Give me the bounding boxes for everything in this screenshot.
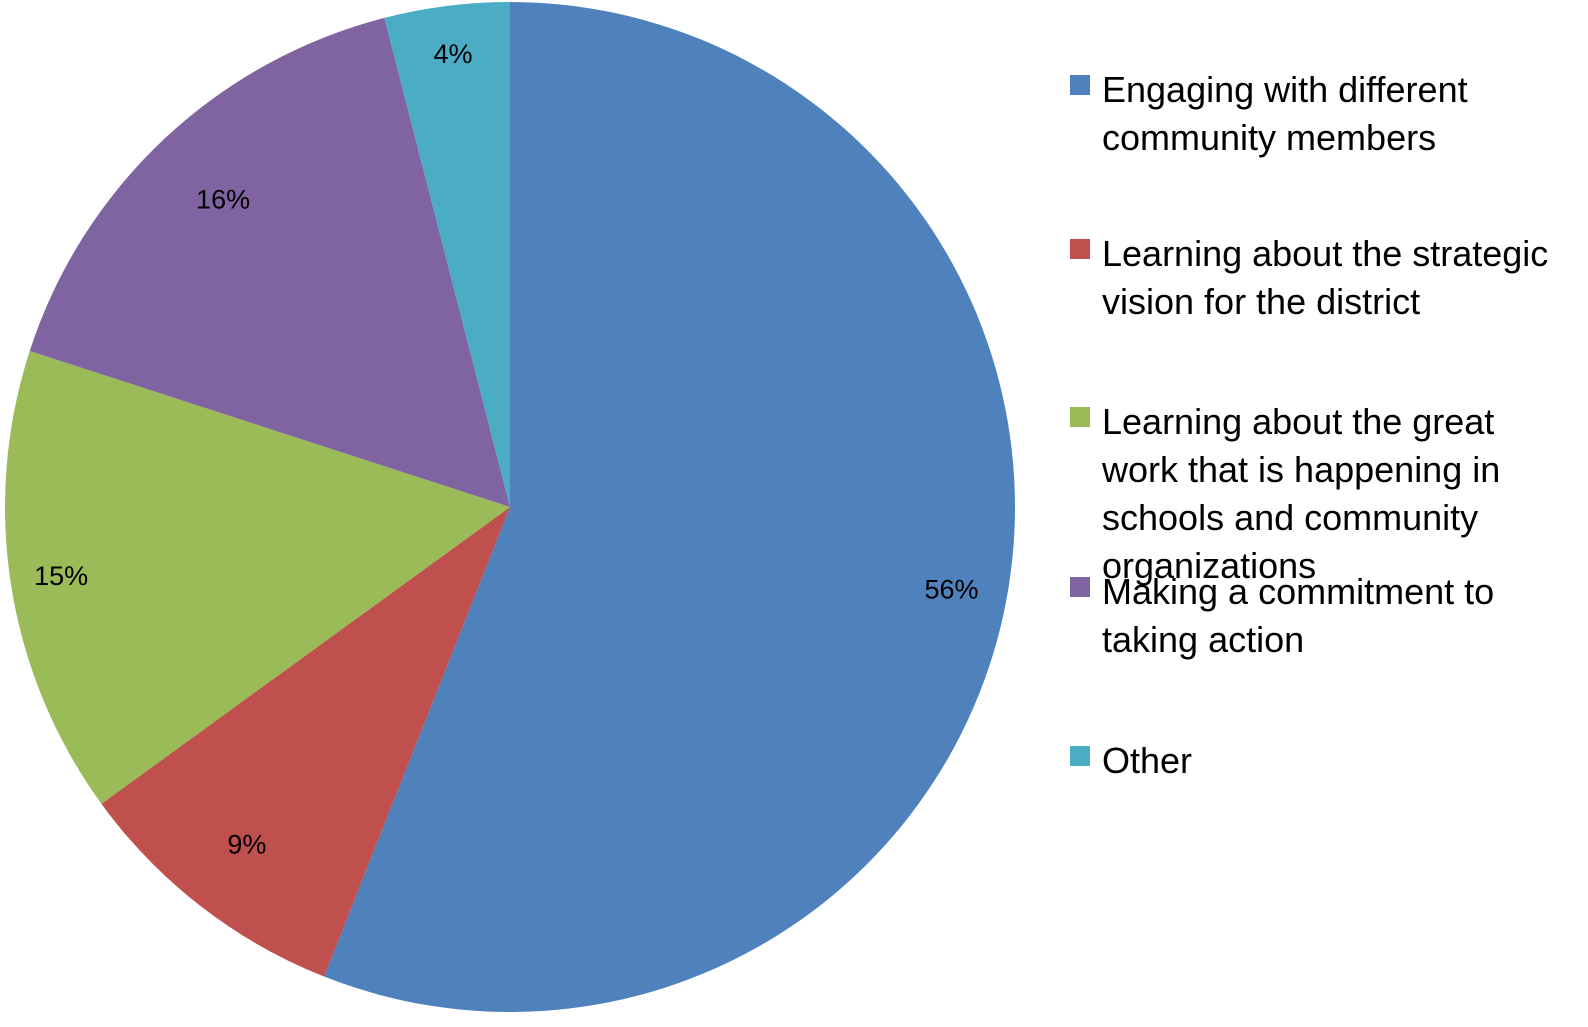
legend-swatch-strategic-vision [1070,239,1090,259]
pie-slices [5,2,1015,1012]
legend-swatch-commitment [1070,577,1090,597]
legend-item-other: Other [1070,737,1572,785]
legend-label-commitment: Making a commitment to taking action [1102,571,1495,660]
pie-slice-1 [101,507,511,977]
legend-label-great-work: Learning about the great work that is ha… [1102,401,1501,586]
pie-slice-4 [384,2,510,507]
slice-label-0: 56% [924,574,978,604]
legend-item-great-work: Learning about the great work that is ha… [1070,398,1572,590]
pie-slice-2 [5,350,510,804]
pie-slice-3 [29,17,510,507]
legend-label-other: Other [1102,740,1193,781]
legend-item-commitment: Making a commitment to taking action [1070,568,1572,664]
legend-item-strategic-vision: Learning about the strategic vision for … [1070,230,1572,326]
legend: Engaging with different community member… [1070,0,1588,1027]
legend-swatch-engaging [1070,75,1090,95]
pie-slice-0 [324,2,1015,1012]
slice-label-2: 15% [34,561,88,591]
legend-swatch-other [1070,746,1090,766]
legend-swatch-great-work [1070,407,1090,427]
legend-label-strategic-vision: Learning about the strategic vision for … [1102,233,1549,322]
slice-label-4: 4% [434,39,473,69]
slice-label-3: 16% [196,185,250,215]
slice-label-1: 9% [227,829,266,859]
legend-item-engaging: Engaging with different community member… [1070,66,1572,162]
legend-label-engaging: Engaging with different community member… [1102,69,1468,158]
slice-labels: 56% 9% 15% 16% 4% [34,39,978,859]
